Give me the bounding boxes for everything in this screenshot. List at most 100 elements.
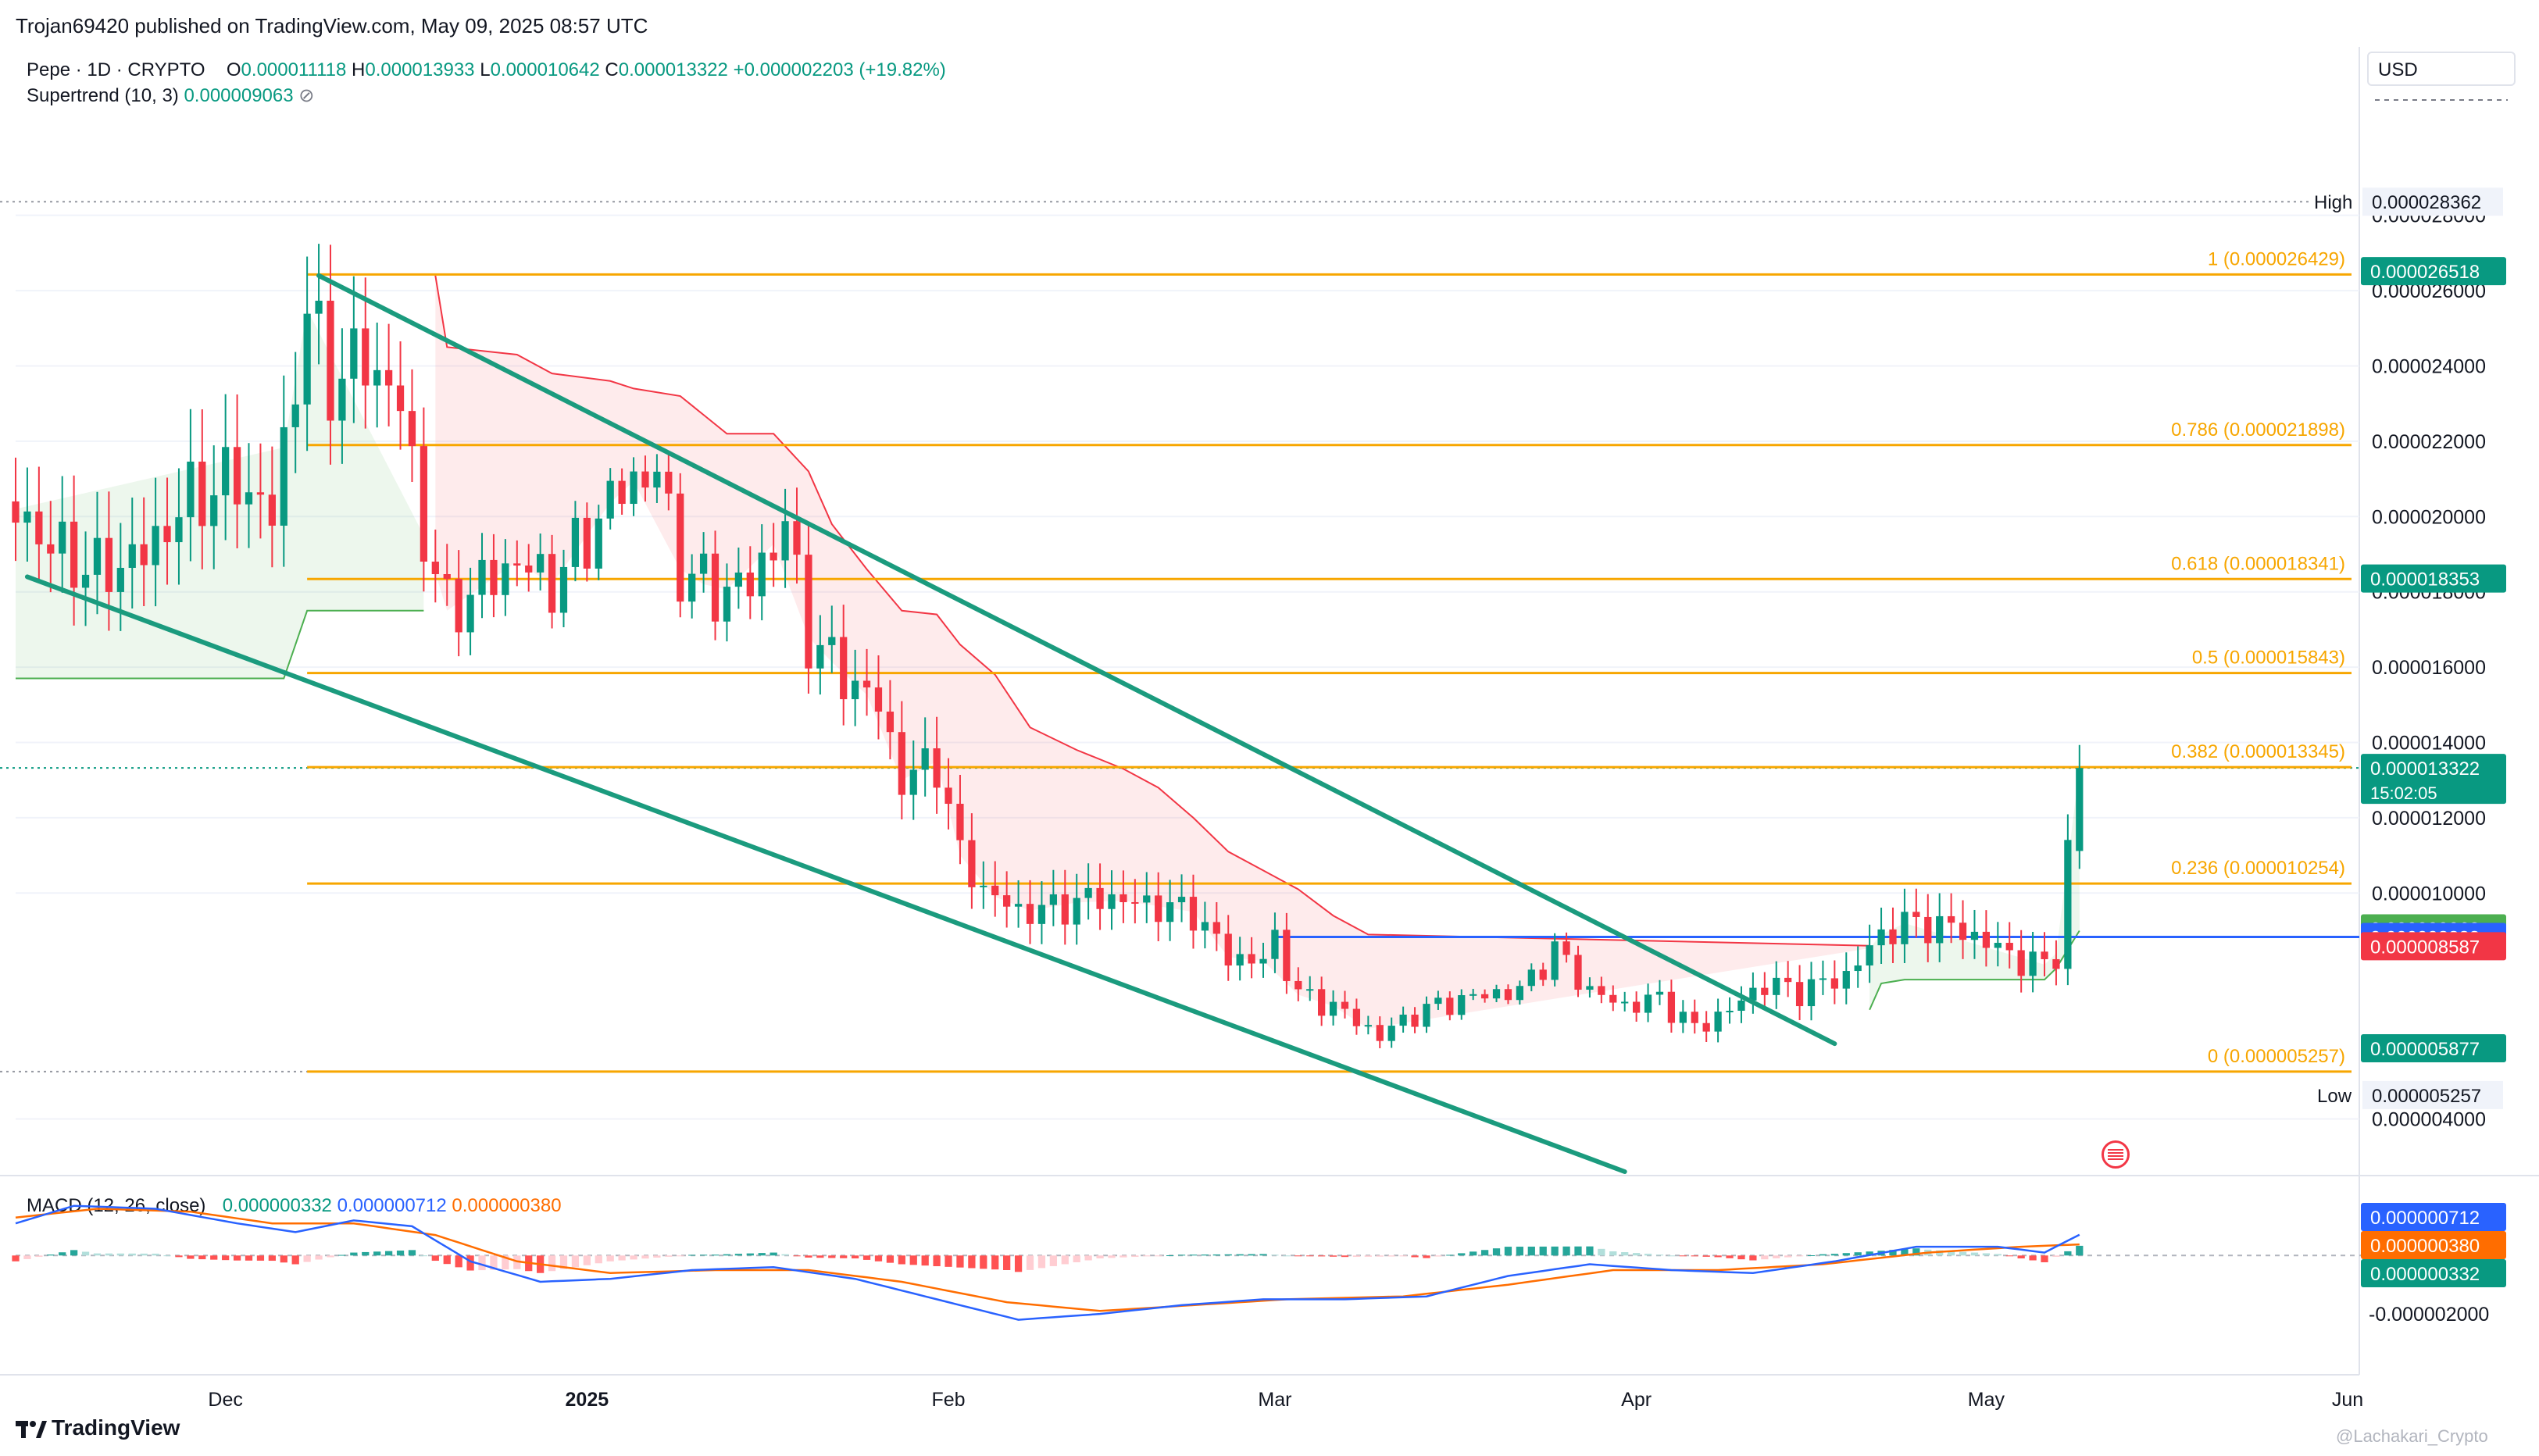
price-axis-badge: [2361, 754, 2506, 805]
candle-body: [70, 521, 78, 588]
symbol-name[interactable]: Pepe · 1D · CRYPTO: [27, 59, 205, 80]
candle-body: [1574, 955, 1582, 990]
macd-histogram-bar: [805, 1255, 812, 1258]
candle-body: [1329, 1001, 1337, 1016]
macd-histogram-bar: [1947, 1251, 1955, 1256]
candle-body: [1434, 997, 1442, 1005]
candle-body: [1166, 902, 1174, 922]
candle-body: [187, 461, 195, 518]
supertrend-legend: Supertrend (10, 3) 0.000009063 ⊘: [27, 84, 314, 107]
macd-histogram-bar: [886, 1255, 895, 1263]
macd-histogram-bar: [1352, 1255, 1361, 1258]
candle-body: [408, 411, 416, 447]
macd-line: [15, 1204, 2080, 1321]
candle-body: [1726, 1010, 1734, 1012]
candle-body: [198, 461, 206, 526]
macd-histogram-bar: [1609, 1251, 1617, 1256]
change-value: +0.000002203 (+19.82%): [733, 59, 946, 80]
supertrend-label[interactable]: Supertrend (10, 3): [27, 85, 179, 106]
candle-body: [1084, 887, 1092, 898]
macd-histogram-bar: [152, 1253, 159, 1256]
fib-level-label: 1 (0.000026429): [2208, 248, 2345, 269]
candle-body: [1854, 965, 1862, 972]
candle-body: [35, 511, 43, 544]
candle-body: [606, 480, 614, 519]
candle-body: [478, 559, 486, 595]
high-label: H: [352, 59, 366, 80]
macd-histogram-bar: [1504, 1247, 1512, 1256]
macd-histogram-bar: [816, 1255, 824, 1258]
candle-body: [362, 328, 370, 386]
candle-body: [1807, 979, 1816, 1007]
macd-histogram-bar: [443, 1255, 451, 1265]
low-marker-label: Low: [2317, 1086, 2352, 1107]
candle-body: [373, 369, 381, 386]
us-flag-event-icon[interactable]: [2102, 1140, 2130, 1169]
macd-histogram-bar: [1236, 1254, 1244, 1256]
y-tick-label: 0.000024000: [2372, 355, 2486, 377]
macd-histogram-bar: [1516, 1247, 1523, 1256]
supertrend-fill-up: [1869, 769, 2080, 1010]
macd-axis-badge: [2361, 1203, 2506, 1231]
macd-histogram-bar: [315, 1255, 323, 1260]
candle-body: [502, 563, 509, 595]
price-axis-badge-value: 0.000013322: [2370, 758, 2480, 780]
candle-body: [315, 300, 323, 314]
candle-body: [1248, 954, 1255, 964]
candle-body: [548, 554, 556, 613]
macd-histogram-bar: [1224, 1254, 1232, 1256]
candle-body: [653, 471, 661, 488]
macd-histogram-bar: [559, 1255, 568, 1269]
publisher-line: Trojan69420 published on TradingView.com…: [16, 14, 648, 37]
low-value-text: 0.000005257: [2372, 1086, 2481, 1107]
candle-body: [1679, 1012, 1687, 1023]
candle-body: [1912, 912, 1920, 917]
x-tick-label: Dec: [208, 1389, 242, 1411]
wedge-trendline: [24, 574, 1627, 1174]
macd-histogram-bar: [618, 1255, 626, 1261]
macd-histogram-bar: [956, 1255, 964, 1268]
y-tick-label: 0.000020000: [2372, 506, 2486, 528]
macd-histogram-bar: [1294, 1255, 1302, 1257]
macd-histogram-bar: [1096, 1255, 1104, 1259]
candle-body: [933, 748, 941, 788]
candle-body: [1784, 977, 1792, 983]
candle-body: [47, 544, 55, 554]
macd-histogram-bar: [408, 1250, 416, 1256]
macd-histogram-bar: [968, 1255, 976, 1269]
candle-body: [175, 517, 183, 543]
y-tick-label: 0.000022000: [2372, 431, 2486, 453]
candle-body: [816, 644, 824, 669]
candle-body: [1562, 941, 1570, 955]
candle-body: [537, 554, 545, 573]
price-axis-badge-value: 0.000026518: [2370, 262, 2480, 283]
price-axis-countdown: 15:02:05: [2370, 783, 2437, 803]
tradingview-mark-icon: [16, 1420, 47, 1438]
high-value: 0.000013933: [365, 59, 475, 80]
candle-body: [1212, 922, 1220, 934]
macd-histogram-bar: [1120, 1255, 1127, 1258]
macd-histogram-bar: [852, 1255, 859, 1259]
x-tick-label: 2025: [566, 1389, 609, 1411]
macd-histogram-bar: [1177, 1254, 1186, 1256]
candle-body: [1026, 904, 1034, 924]
candle-body: [384, 369, 393, 386]
candle-body: [2029, 951, 2037, 976]
candle-body: [711, 553, 720, 622]
candle-body: [1073, 898, 1080, 925]
candle-body: [898, 732, 905, 795]
low-value-badge: [2362, 1080, 2503, 1109]
candle-body: [665, 471, 673, 494]
macd-histogram-bar: [1037, 1255, 1046, 1269]
macd-histogram-bar: [723, 1254, 731, 1256]
macd-histogram-bar: [1026, 1255, 1034, 1270]
candle-body: [770, 552, 777, 561]
hide-eye-icon[interactable]: ⊘: [298, 85, 315, 106]
macd-histogram-bar: [1248, 1254, 1255, 1256]
macd-histogram-bar: [828, 1255, 836, 1258]
candle-body: [1271, 930, 1279, 959]
candle-body: [1049, 894, 1057, 905]
currency-button[interactable]: USD: [2367, 52, 2516, 86]
macd-histogram-bar: [116, 1253, 124, 1256]
